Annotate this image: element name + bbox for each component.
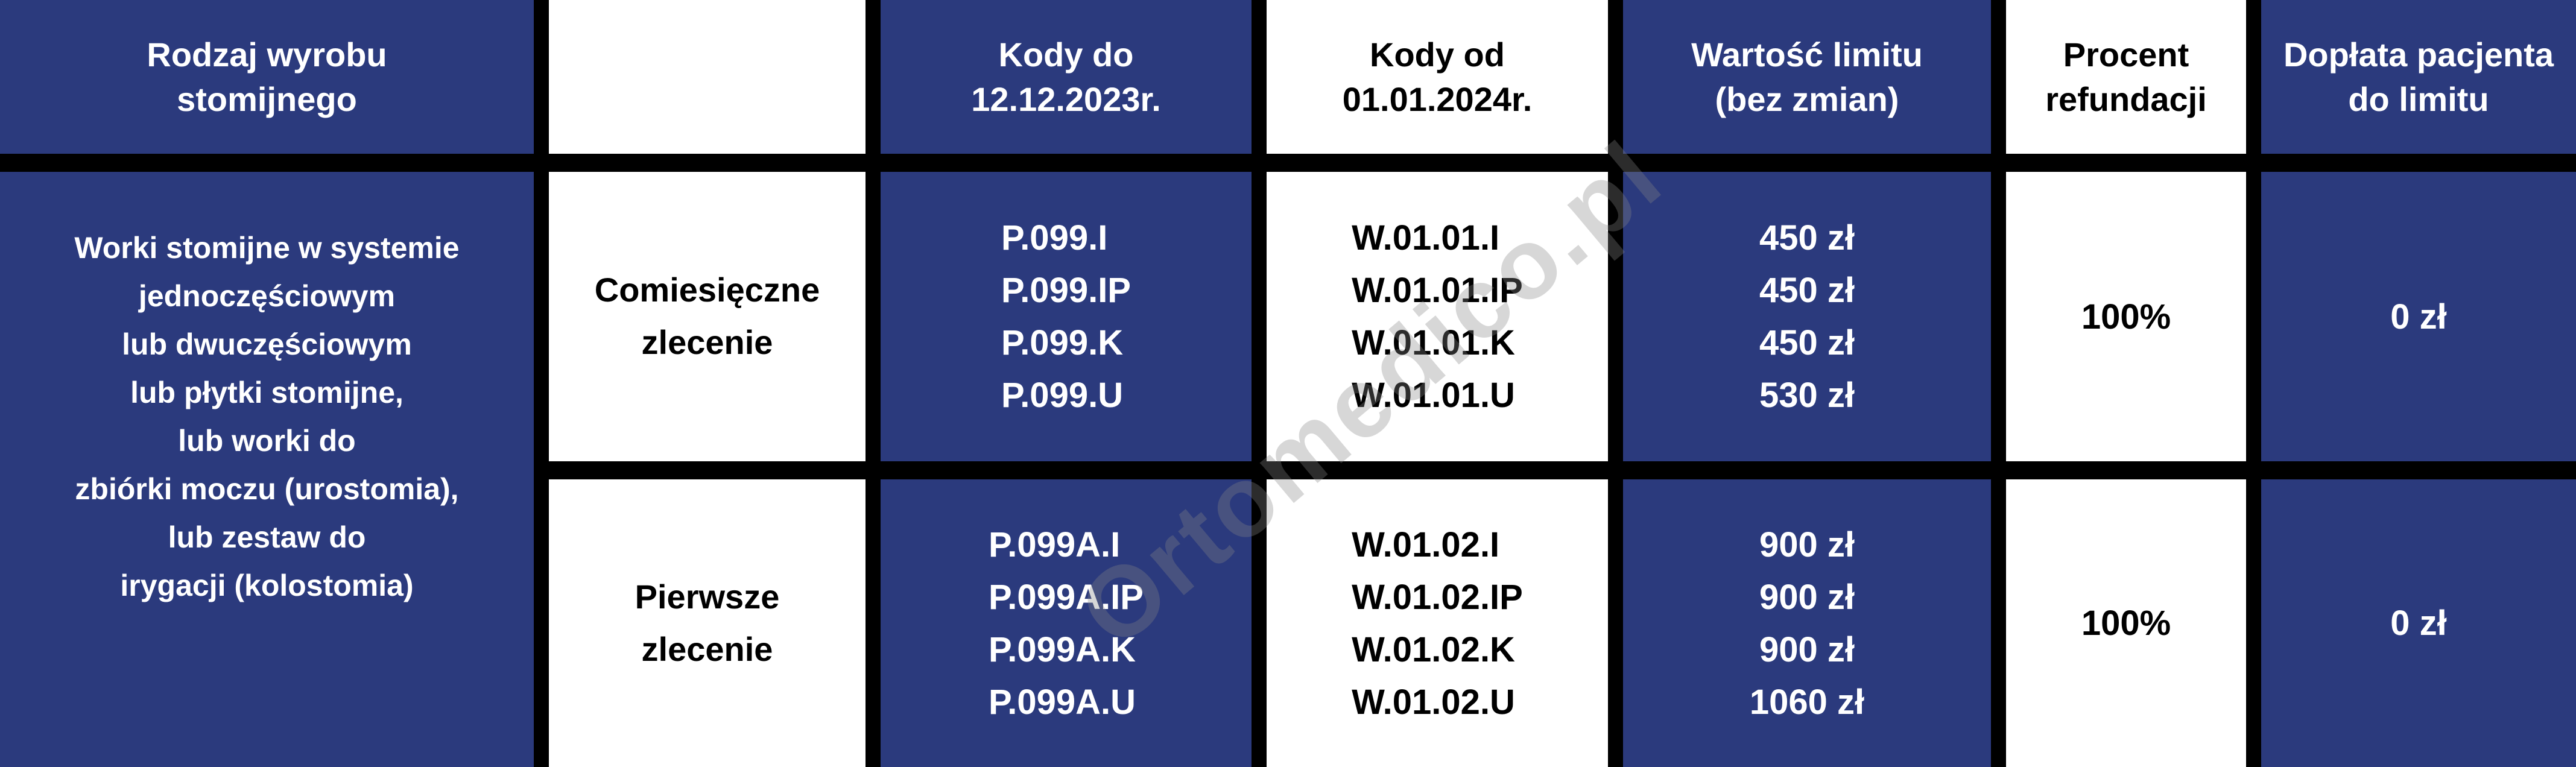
row-2-kody-do-cell: P.099A.I P.099A.IP P.099A.K P.099A.U (881, 479, 1252, 767)
row-1-limit-cell: 450 zł 450 zł 450 zł 530 zł (1623, 172, 1991, 461)
row-2-procent-value: 100% (2081, 604, 2171, 643)
row-1-doplata-cell: 0 zł (2261, 172, 2576, 461)
header-doplata-pacjenta: Dopłata pacjenta do limitu (2261, 0, 2576, 154)
header-kody-od: Kody od 01.01.2024r. (1267, 0, 1608, 154)
header-doplata-pacjenta-label: Dopłata pacjenta do limitu (2283, 35, 2554, 118)
header-procent-refundacji: Procent refundacji (2006, 0, 2246, 154)
row-1-limit-values: 450 zł 450 zł 450 zł 530 zł (1759, 218, 1855, 415)
header-rodzaj-wyrobu: Rodzaj wyrobu stomijnego (0, 0, 534, 154)
header-empty (549, 0, 866, 154)
row-2-procent-cell: 100% (2006, 479, 2246, 767)
row-2-kody-do-list: P.099A.I P.099A.IP P.099A.K P.099A.U (989, 525, 1144, 722)
row-1-procent-cell: 100% (2006, 172, 2246, 461)
row-1-doplata-value: 0 zł (2390, 297, 2447, 336)
product-type-text: Worki stomijne w systemie jednoczęściowy… (74, 230, 460, 602)
header-kody-do: Kody do 12.12.2023r. (881, 0, 1252, 154)
header-rodzaj-wyrobu-label: Rodzaj wyrobu stomijnego (147, 35, 387, 118)
row-2-kody-od-cell: W.01.02.I W.01.02.IP W.01.02.K W.01.02.U (1267, 479, 1608, 767)
row-1-kody-do-cell: P.099.I P.099.IP P.099.K P.099.U (881, 172, 1252, 461)
header-wartosc-limitu-label: Wartość limitu (bez zmian) (1691, 35, 1923, 118)
header-procent-refundacji-label: Procent refundacji (2045, 35, 2207, 118)
row-2-limit-cell: 900 zł 900 zł 900 zł 1060 zł (1623, 479, 1991, 767)
row-1-kody-od-cell: W.01.01.I W.01.01.IP W.01.01.K W.01.01.U (1267, 172, 1608, 461)
row-2-limit-values: 900 zł 900 zł 900 zł 1060 zł (1749, 525, 1865, 722)
header-wartosc-limitu: Wartość limitu (bez zmian) (1623, 0, 1991, 154)
row-2-doplata-cell: 0 zł (2261, 479, 2576, 767)
row-1-procent-value: 100% (2081, 297, 2171, 336)
header-kody-do-label: Kody do 12.12.2023r. (971, 35, 1161, 118)
row-2-doplata-value: 0 zł (2390, 604, 2447, 643)
row-2-zlecenie-cell: Pierwsze zlecenie (549, 479, 866, 767)
header-kody-od-label: Kody od 01.01.2024r. (1342, 35, 1533, 118)
row-1-kody-od-list: W.01.01.I W.01.01.IP W.01.01.K W.01.01.U (1352, 218, 1523, 415)
row-2-zlecenie-text: Pierwsze zlecenie (635, 577, 780, 668)
row-1-zlecenie-text: Comiesięczne zlecenie (594, 271, 820, 361)
row-1-zlecenie-cell: Comiesięczne zlecenie (549, 172, 866, 461)
row-1-kody-do-list: P.099.I P.099.IP P.099.K P.099.U (1001, 218, 1131, 415)
product-type-cell: Worki stomijne w systemie jednoczęściowy… (0, 172, 534, 767)
row-2-kody-od-list: W.01.02.I W.01.02.IP W.01.02.K W.01.02.U (1352, 525, 1523, 722)
